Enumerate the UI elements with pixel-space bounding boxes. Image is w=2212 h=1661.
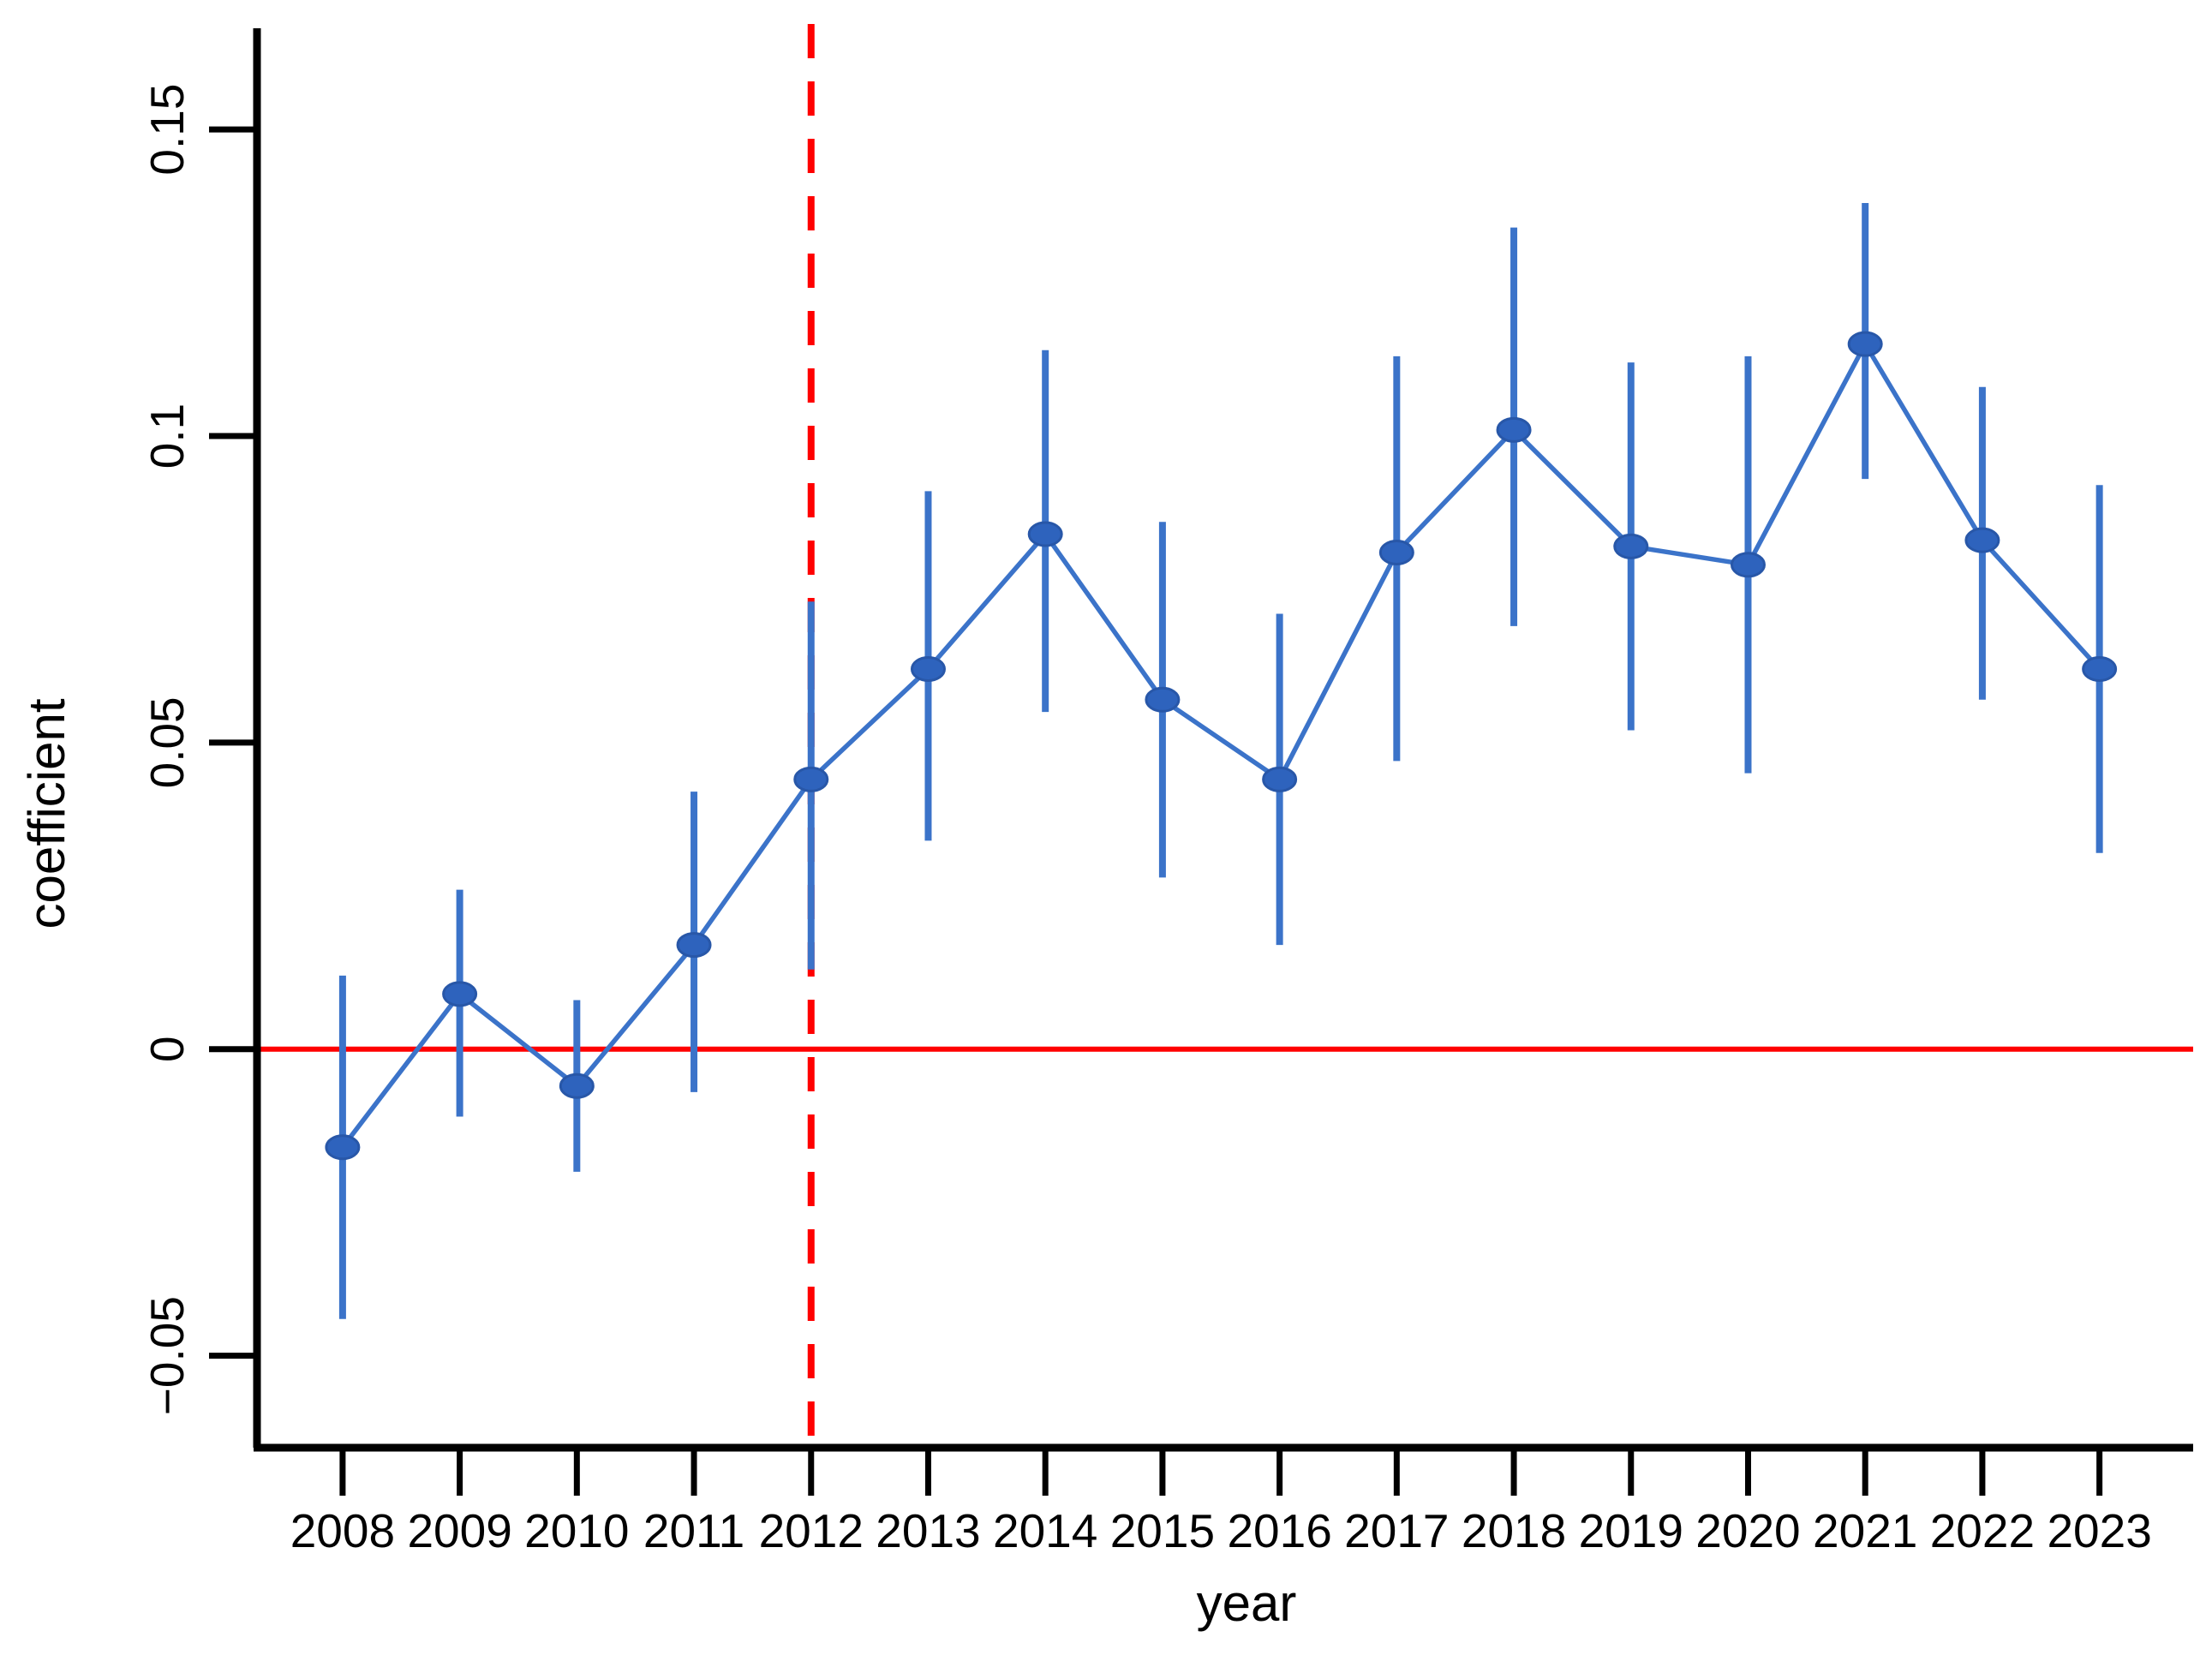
- x-tick-label: 2012: [759, 1504, 864, 1557]
- y-tick-label: −0.05: [140, 1296, 194, 1415]
- data-point-marker: [1262, 766, 1298, 792]
- data-point-marker: [1847, 331, 1883, 357]
- y-tick-label: 0.05: [140, 696, 194, 788]
- data-point-marker: [1496, 416, 1532, 443]
- x-tick-label: 2010: [524, 1504, 629, 1557]
- x-tick-label: 2022: [1930, 1504, 2035, 1557]
- data-point-marker: [442, 981, 478, 1007]
- y-tick-label: 0.1: [140, 403, 194, 469]
- x-tick-label: 2008: [290, 1504, 395, 1557]
- x-tick-label: 2017: [1344, 1504, 1449, 1557]
- y-axis-title: coefficient: [18, 698, 75, 929]
- data-point-marker: [2082, 655, 2118, 682]
- data-point-marker: [910, 655, 946, 682]
- data-point-marker: [1145, 686, 1181, 713]
- data-point-marker: [1378, 539, 1414, 565]
- x-tick-label: 2021: [1813, 1504, 1917, 1557]
- coefficient-series-line: [340, 341, 2101, 1149]
- x-tick-label: 2009: [407, 1504, 511, 1557]
- x-tick-label: 2014: [993, 1504, 1097, 1557]
- data-point-marker: [1964, 527, 2000, 553]
- x-tick-label: 2020: [1695, 1504, 1800, 1557]
- data-point-marker: [1613, 533, 1649, 559]
- x-tick-label: 2015: [1110, 1504, 1215, 1557]
- x-tick-label: 2016: [1227, 1504, 1331, 1557]
- x-tick-label: 2013: [876, 1504, 980, 1557]
- x-tick-label: 2019: [1579, 1504, 1683, 1557]
- data-point-marker: [676, 932, 712, 959]
- y-tick-label: 0: [140, 1036, 194, 1062]
- x-tick-label: 2011: [643, 1504, 744, 1557]
- data-point-marker: [1027, 521, 1063, 547]
- data-point-marker: [1730, 552, 1766, 578]
- x-tick-label: 2018: [1462, 1504, 1566, 1557]
- data-point-marker: [559, 1072, 595, 1099]
- x-tick-label: 2023: [2047, 1504, 2151, 1557]
- x-axis-title: year: [1196, 1574, 1297, 1632]
- y-tick-label: 0.15: [140, 84, 194, 176]
- data-point-marker: [325, 1134, 361, 1161]
- data-point-marker: [793, 766, 829, 792]
